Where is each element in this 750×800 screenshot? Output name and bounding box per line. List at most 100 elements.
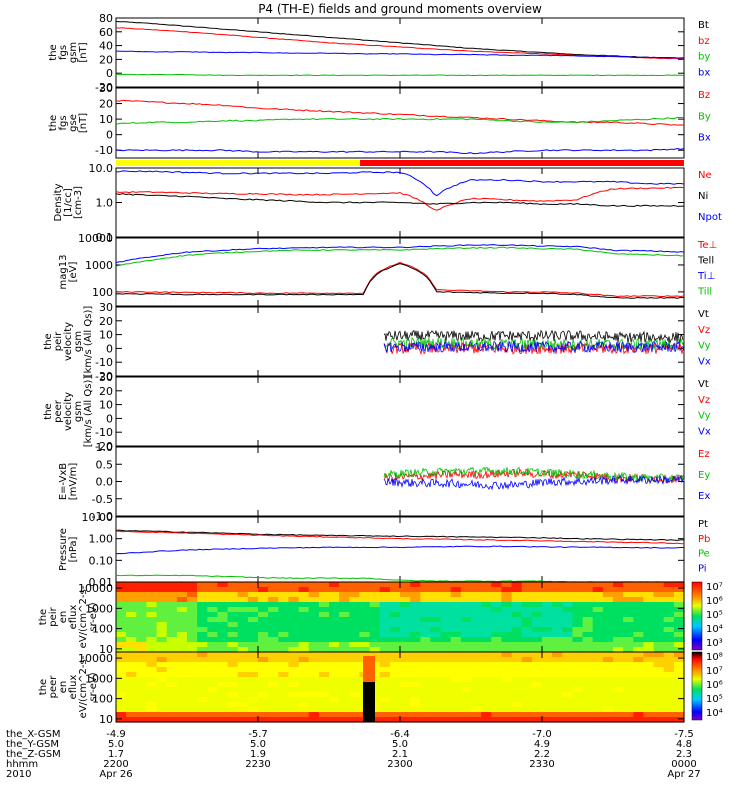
heatmap-cell [501,647,513,653]
heatmap-cell [653,612,665,618]
x-axis-value: 2200 [103,759,128,770]
heatmap-cell [308,602,320,608]
heatmap-cell [207,652,218,658]
heatmap-cell [247,617,259,623]
heatmap-cell [268,657,279,663]
heatmap-cell [217,697,229,703]
heatmap-cell [207,602,218,608]
heatmap-cell [420,627,431,633]
heatmap-cell [643,627,655,633]
heatmap-cell [227,677,239,683]
heatmap-cell [653,677,665,683]
heatmap-cell [126,697,137,703]
heatmap-cell [410,612,421,618]
heatmap-cell [501,642,513,648]
y-tick-label: -10 [95,426,113,439]
heatmap-cell [298,687,310,693]
heatmap-cell [187,607,198,613]
y-axis-label-line: peir [53,331,64,351]
y-axis-label-line: peer [53,399,64,423]
heatmap-cell [308,617,320,623]
y-axis-label-line: the [48,44,59,60]
heatmap-cell [582,712,594,718]
heatmap-cell [592,667,604,673]
heatmap-cell [460,617,472,623]
x-axis-value: 4.9 [534,739,550,750]
heatmap-cell [410,642,421,648]
heatmap-cell [389,582,401,588]
heatmap-cell [450,707,462,713]
y-tick-label: 10000 [78,232,113,245]
heatmap-cell [166,582,178,588]
heatmap-cell [653,622,665,628]
heatmap-cell [349,702,360,708]
heatmap-cell [227,607,239,613]
heatmap-cell [166,652,178,658]
heatmap-cell [258,667,269,673]
heatmap-cell [552,682,563,688]
heatmap-cell [491,627,502,633]
heatmap-cell [166,717,178,723]
heatmap-cell [318,642,330,648]
heatmap-cell [602,697,614,703]
heatmap-cell [126,717,137,723]
heatmap-cell [389,687,401,693]
heatmap-cell [572,592,584,598]
heatmap-cell [572,637,584,643]
y-axis-label-line: [eV] [68,262,79,283]
series-Tell [115,263,685,299]
heatmap-cell [247,652,259,658]
heatmap-cell [511,617,523,623]
heatmap-cell [572,707,584,713]
heatmap-cell [531,677,543,683]
y-axis-label-line: sr-eV) [88,602,99,631]
heatmap-cell [471,717,482,723]
heatmap-cell [126,607,137,613]
heatmap-cell [278,637,289,643]
heatmap-cell [258,707,269,713]
heatmap-cell [329,587,340,593]
y-tick-label: 10.0 [89,162,114,175]
y-axis-label-line: velocity [63,322,74,361]
heatmap-cell [471,692,482,698]
x-axis-value: 5.0 [250,739,266,750]
heatmap-cell [329,692,340,698]
heatmap-cell [247,697,259,703]
heatmap-cell [217,587,229,593]
heatmap-cell [349,677,360,683]
heatmap-cell [420,662,431,668]
heatmap-cell [613,652,624,658]
heatmap-cell [511,707,523,713]
heatmap-cell [379,582,391,588]
heatmap-cell [592,662,604,668]
heatmap-cell [420,712,431,718]
heatmap-cell [329,702,340,708]
heatmap-cell [663,617,675,623]
heatmap-cell [400,702,411,708]
heatmap-cell [400,592,411,598]
heatmap-cell [389,652,401,658]
heatmap-cell [481,662,492,668]
heatmap-cell [542,712,553,718]
heatmap-cell [329,597,340,603]
heatmap-cell [511,637,523,643]
heatmap-cell [207,687,218,693]
heatmap-cell [491,717,502,723]
heatmap-cell [491,667,502,673]
heatmap-cell [187,652,198,658]
heatmap-cell [369,607,381,613]
y-tick-label: 0 [106,412,113,425]
x-axis-value: 2.1 [392,749,408,760]
heatmap-cell [400,717,411,723]
heatmap-cell [562,582,573,588]
heatmap-cell [258,662,269,668]
heatmap-cell [511,672,523,678]
heatmap-cell [258,622,269,628]
legend-Vy: Vy [698,341,711,352]
heatmap-cell [562,647,573,653]
heatmap-cell [258,612,269,618]
heatmap-cell [613,642,624,648]
heatmap-cell [217,642,229,648]
series-Pi [115,545,684,555]
heatmap-cell [542,662,553,668]
